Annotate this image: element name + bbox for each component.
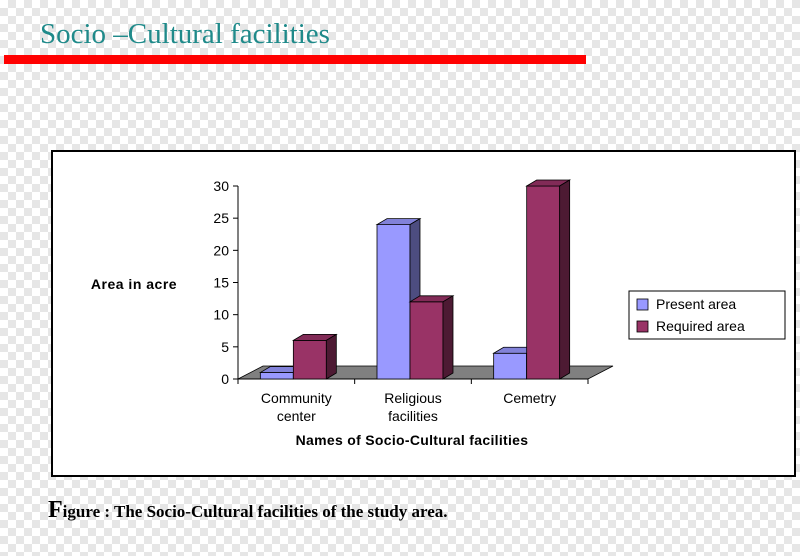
x-axis-label: Names of Socio-Cultural facilities [296,432,529,448]
caption-lead-letter: F [48,497,63,523]
bar-front [292,339,327,380]
x-tick-label: Community [261,390,332,406]
bar-front [409,301,444,380]
bar-front [376,224,411,380]
legend-entry: Required area [656,318,745,334]
title-underline [4,55,586,64]
y-tick-label: 20 [213,242,229,258]
chart-frame: Area in acre Names of Socio-Cultural fac… [51,150,796,477]
y-tick-label: 25 [213,210,229,226]
y-tick-label: 0 [221,371,229,387]
figure-caption: Figure : The Socio-Cultural facilities o… [48,497,448,524]
bar-chart: Area in acre Names of Socio-Cultural fac… [91,178,786,448]
bar-side [559,179,571,380]
bar-side [325,333,337,380]
bar-side [442,295,454,380]
y-tick-label: 15 [213,275,229,291]
y-tick-label: 10 [213,307,229,323]
legend-box [628,290,786,340]
y-tick-label: 5 [221,339,229,355]
x-tick-label: Cemetry [503,390,556,406]
y-tick-label: 30 [213,178,229,194]
legend-swatch [636,320,649,333]
bar-front [493,352,528,380]
legend-swatch [636,298,649,311]
y-axis-label: Area in acre [91,276,177,292]
slide-title: Socio –Cultural facilities [40,18,330,50]
bar [525,179,572,380]
legend: Present area Required area [628,290,786,340]
x-tick-label: facilities [388,408,438,424]
x-tick-label: center [277,408,316,424]
bars [258,179,572,380]
bar [291,333,338,380]
bar [408,295,455,380]
bar-front [526,185,561,380]
x-tick-label: Religious [384,390,442,406]
caption-text: igure : The Socio-Cultural facilities of… [62,502,448,521]
bar-front [259,372,294,380]
legend-entry: Present area [656,296,736,312]
